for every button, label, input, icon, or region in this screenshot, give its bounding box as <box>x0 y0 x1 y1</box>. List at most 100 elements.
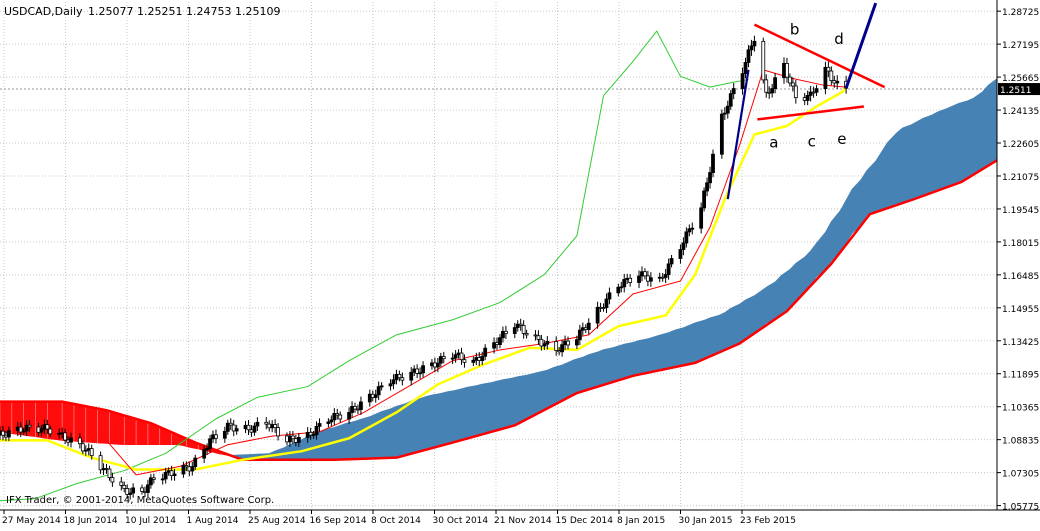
candle-bull <box>6 430 11 438</box>
candle-bear <box>276 427 280 437</box>
x-tick-label: 18 Jun 2014 <box>64 516 118 526</box>
candle-bull <box>163 471 168 480</box>
candle-bull <box>412 368 417 373</box>
candle-bull <box>770 88 775 94</box>
candle-bear <box>643 271 647 277</box>
candle-bear <box>308 431 313 436</box>
breakout-arrow-line <box>844 2 878 89</box>
candle-bear <box>788 76 792 84</box>
x-tick-label: 30 Jan 2015 <box>679 516 733 526</box>
wave-label-d: d <box>834 30 844 48</box>
candle-bull <box>782 63 786 79</box>
candle-bull <box>773 77 778 89</box>
candle-bull <box>640 271 644 277</box>
candle-bull <box>373 394 378 398</box>
candle-bull <box>749 45 754 51</box>
candle-bull <box>731 88 736 95</box>
candle-bear <box>66 439 70 443</box>
candle-bull <box>418 372 423 375</box>
y-tick-label: 1.16485 <box>1002 272 1039 282</box>
candle-bear <box>143 490 147 493</box>
x-tick-label: 23 Feb 2015 <box>740 516 796 526</box>
candle-bull <box>332 413 337 421</box>
candle-bear <box>122 484 127 489</box>
candle-bull <box>21 430 26 433</box>
candle-bull <box>498 337 502 345</box>
candle-bull <box>421 365 425 374</box>
candle-bull <box>471 359 476 363</box>
candle-bear <box>140 487 144 492</box>
y-tick-label: 1.19545 <box>1002 206 1039 216</box>
candle-bull <box>435 362 440 368</box>
y-tick-label: 1.05775 <box>1002 503 1039 513</box>
candle-bull <box>574 339 579 346</box>
candle-bull <box>719 113 724 155</box>
candle-bear <box>285 435 289 443</box>
candle-bear <box>826 66 831 72</box>
candle-bull <box>823 66 828 90</box>
x-tick-label: 16 Sep 2014 <box>310 516 367 526</box>
candle-bull <box>146 484 150 493</box>
candle-bear <box>273 424 278 429</box>
candle-bull <box>512 327 517 334</box>
candle-bear <box>524 333 529 336</box>
candle-bear <box>583 327 588 330</box>
y-tick-label: 1.07305 <box>1002 470 1039 480</box>
candle-bear <box>761 40 766 81</box>
symbol-label: USDCAD,Daily <box>4 5 83 18</box>
candle-bull <box>205 448 209 451</box>
candle-bear <box>36 426 41 433</box>
candle-bull <box>39 428 44 433</box>
candle-bull <box>501 330 505 339</box>
candle-bull <box>622 279 627 288</box>
candle-bear <box>397 373 402 379</box>
candle-bull <box>684 231 689 244</box>
x-tick-label: 30 Oct 2014 <box>433 516 489 526</box>
candle-bear <box>811 91 816 94</box>
candle-bull <box>483 347 488 357</box>
candle-bull <box>359 401 363 410</box>
y-tick-label: 1.08835 <box>1002 437 1039 447</box>
candle-bear <box>89 448 94 457</box>
candle-bull <box>808 91 813 96</box>
candle-bull <box>60 432 65 435</box>
candle-bull <box>814 88 819 93</box>
tenkan-sen-line <box>106 69 847 476</box>
candle-bear <box>353 406 357 410</box>
candle-bull <box>580 327 585 331</box>
candle-bear <box>441 356 446 360</box>
candle-bull <box>166 470 171 473</box>
candle-bull <box>450 357 455 360</box>
candle-bull <box>657 276 662 279</box>
senkou-span-b-line <box>0 159 998 462</box>
candle-bull <box>666 263 671 275</box>
candle-bull <box>752 40 757 47</box>
price-candles <box>0 35 849 500</box>
candle-bull <box>595 306 600 324</box>
ohlc-readout: 1.25077 1.25251 1.24753 1.25109 <box>88 5 280 18</box>
candle-bull <box>69 437 73 443</box>
candle-bull <box>148 477 153 486</box>
candle-bull <box>391 379 396 385</box>
candle-bear <box>601 307 606 309</box>
x-tick-label: 8 Oct 2014 <box>371 516 421 526</box>
candle-bull <box>663 274 668 278</box>
candle-bull <box>409 371 414 381</box>
candle-bull <box>545 341 550 345</box>
candle-bull <box>211 434 215 440</box>
candle-bear <box>63 432 67 441</box>
candle-bull <box>131 487 136 494</box>
candle-bull <box>193 457 198 467</box>
x-tick-label: 25 Aug 2014 <box>248 516 306 526</box>
candle-bull <box>711 153 715 173</box>
candle-bear <box>45 424 50 430</box>
candle-bull <box>702 190 707 209</box>
chikou-span-line <box>0 30 749 502</box>
candle-bear <box>767 91 772 94</box>
candle-bear <box>521 325 526 334</box>
candle-bear <box>557 350 562 353</box>
candle-bear <box>536 335 541 340</box>
